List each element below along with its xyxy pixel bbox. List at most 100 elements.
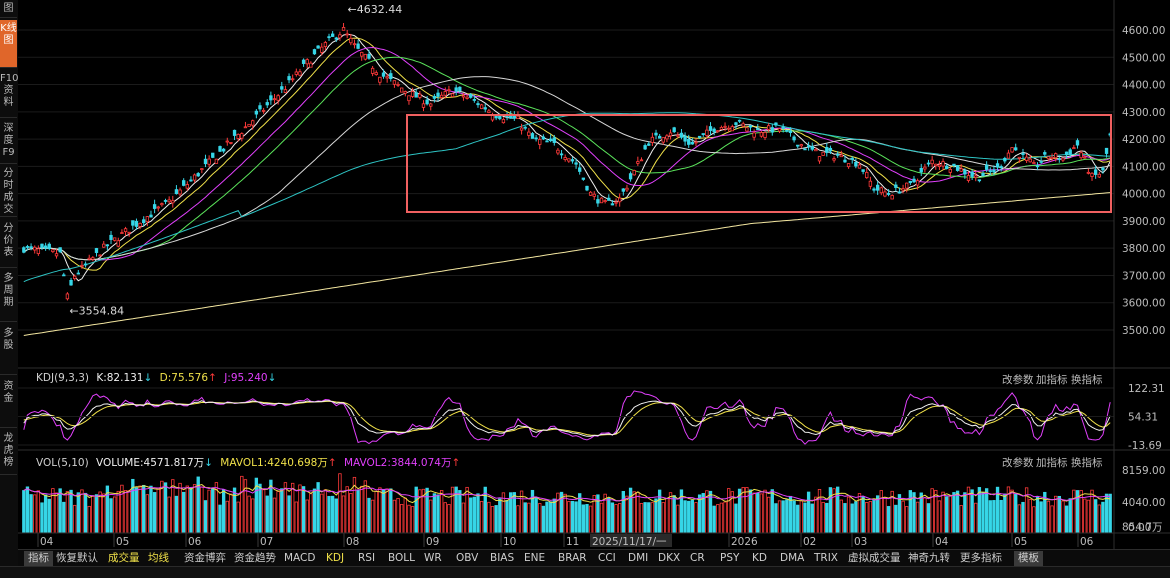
sidebar-item-7[interactable]: 多股 bbox=[0, 325, 17, 375]
indicator-tab-10[interactable]: WR bbox=[424, 552, 442, 564]
candle-body bbox=[712, 128, 716, 133]
indicator-tab-13[interactable]: ENE bbox=[524, 552, 546, 564]
indicator-tab-19[interactable]: PSY bbox=[720, 552, 740, 564]
candle-body bbox=[287, 76, 291, 81]
candle-body bbox=[418, 93, 422, 98]
sidebar-item-2[interactable]: F10资料 bbox=[0, 70, 18, 118]
volume-bar bbox=[323, 489, 328, 534]
volume-bar bbox=[258, 483, 262, 534]
indicator-tab-20[interactable]: KD bbox=[752, 552, 767, 564]
indicator-tab-9[interactable]: BOLL bbox=[388, 552, 415, 564]
high-price-label: ←4632.44 bbox=[348, 3, 403, 16]
sidebar-item-5[interactable]: 分价表 bbox=[0, 220, 17, 268]
volume-bar bbox=[138, 485, 142, 534]
volume-bar bbox=[109, 498, 113, 534]
volume-bar bbox=[40, 502, 44, 534]
kdj-edit-params[interactable]: 改参数 bbox=[1002, 374, 1034, 386]
volume-bar bbox=[218, 504, 222, 534]
indicator-tab-12[interactable]: BIAS bbox=[490, 552, 515, 564]
vol-add-indicator[interactable]: 加指标 bbox=[1036, 457, 1068, 469]
volume-bar bbox=[33, 494, 37, 534]
indicator-tab-7[interactable]: KDJ bbox=[326, 552, 345, 564]
candle-body bbox=[182, 180, 186, 186]
sidebar-item-6[interactable]: 多周期 bbox=[0, 270, 17, 322]
volume-bar bbox=[94, 494, 99, 534]
indicator-tab-4[interactable]: 资金博弈 bbox=[184, 552, 226, 564]
volume-bar bbox=[723, 501, 727, 534]
indicator-tab-0[interactable]: 指标 bbox=[24, 551, 53, 566]
indicator-tab-16[interactable]: DMI bbox=[628, 552, 649, 564]
candle-body bbox=[628, 173, 633, 180]
time-label: 05 bbox=[116, 536, 129, 548]
volume-bar bbox=[341, 495, 346, 534]
volume-bar bbox=[770, 489, 774, 534]
indicator-tab-26[interactable]: 模板 bbox=[1014, 551, 1043, 566]
candle-body bbox=[832, 158, 836, 161]
vol-edit-params[interactable]: 改参数 bbox=[1002, 457, 1034, 469]
candle-body bbox=[770, 127, 774, 133]
candle-body bbox=[974, 175, 978, 179]
sidebar-item-0[interactable]: 图 bbox=[0, 0, 17, 18]
candle-body bbox=[221, 148, 226, 152]
sidebar-item-3[interactable]: 深度F9 bbox=[0, 120, 17, 164]
indicator-tab-25[interactable]: 更多指标 bbox=[960, 552, 1002, 564]
indicator-tab-15[interactable]: CCI bbox=[598, 552, 616, 564]
indicator-tab-11[interactable]: OBV bbox=[456, 552, 479, 564]
candle-body bbox=[1039, 160, 1043, 163]
vol-switch-indicator[interactable]: 换指标 bbox=[1071, 457, 1103, 469]
volume-bar bbox=[58, 488, 62, 534]
indicator-tab-5[interactable]: 资金趋势 bbox=[234, 552, 276, 564]
indicator-tab-2[interactable]: 成交量 bbox=[108, 552, 140, 564]
indicator-tab-1[interactable]: 恢复默认 bbox=[56, 552, 98, 564]
indicator-tab-3[interactable]: 均线 bbox=[148, 552, 169, 564]
volume-bar bbox=[654, 498, 658, 534]
volume-bar bbox=[752, 492, 756, 534]
volume-bar bbox=[494, 505, 498, 534]
volume-bar bbox=[432, 493, 437, 534]
volume-bar bbox=[167, 496, 171, 534]
sidebar-item-4[interactable]: 分时成交 bbox=[0, 165, 17, 217]
indicator-tab-17[interactable]: DKX bbox=[658, 552, 681, 564]
candle-body bbox=[668, 132, 673, 137]
volume-bar bbox=[320, 493, 324, 534]
indicator-tab-22[interactable]: TRIX bbox=[814, 552, 838, 564]
candle-body bbox=[65, 293, 70, 300]
indicator-tab-24[interactable]: 神奇九转 bbox=[908, 552, 950, 564]
candle-body bbox=[258, 105, 262, 110]
kdj-add-indicator[interactable]: 加指标 bbox=[1036, 374, 1068, 386]
volume-bar bbox=[1054, 495, 1058, 534]
candle-body bbox=[465, 96, 469, 99]
candle-body bbox=[836, 153, 840, 156]
kdj-title: KDJ(9,3,3) bbox=[36, 372, 89, 384]
sidebar-item-9[interactable]: 龙虎榜 bbox=[0, 430, 17, 475]
candle-body bbox=[1093, 169, 1098, 175]
sidebar-item-8[interactable]: 资金 bbox=[0, 378, 17, 428]
candle-body bbox=[948, 168, 952, 173]
indicator-tab-8[interactable]: RSI bbox=[358, 552, 376, 564]
volume-bar bbox=[142, 484, 146, 534]
volume-bar bbox=[697, 494, 702, 534]
candle-body bbox=[254, 110, 259, 115]
indicator-tab-6[interactable]: MACD bbox=[284, 552, 316, 564]
candle-body bbox=[149, 214, 153, 218]
indicator-tab-18[interactable]: CR bbox=[690, 552, 705, 564]
candle-body bbox=[276, 95, 280, 101]
volume-bar bbox=[134, 487, 139, 534]
volume-bar bbox=[476, 493, 480, 534]
volume-bar bbox=[614, 504, 618, 534]
volume-bar bbox=[1064, 505, 1069, 534]
indicator-tab-21[interactable]: DMA bbox=[780, 552, 805, 564]
kdj-switch-indicator[interactable]: 换指标 bbox=[1071, 374, 1103, 386]
sidebar-item-1[interactable]: K线图 bbox=[0, 20, 17, 68]
time-label: 06 bbox=[188, 536, 202, 548]
volume-bar bbox=[516, 505, 520, 534]
candle-body bbox=[654, 132, 658, 136]
candle-body bbox=[570, 159, 575, 162]
candle-body bbox=[952, 163, 956, 166]
volume-bar bbox=[774, 503, 778, 534]
indicator-tab-14[interactable]: BRAR bbox=[558, 552, 587, 564]
candle-body bbox=[102, 243, 106, 248]
indicator-tab-23[interactable]: 虚拟成交量 bbox=[848, 552, 901, 564]
price-tick-label: 4500.00 bbox=[1122, 52, 1165, 64]
